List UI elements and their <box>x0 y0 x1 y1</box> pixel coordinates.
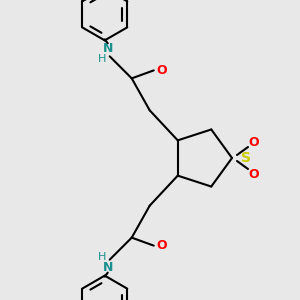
Text: O: O <box>249 136 259 148</box>
Text: N: N <box>103 261 113 274</box>
Text: S: S <box>241 151 251 165</box>
Text: H: H <box>98 252 106 262</box>
Text: O: O <box>156 239 167 252</box>
Text: O: O <box>249 167 259 181</box>
Text: H: H <box>98 54 106 64</box>
Text: N: N <box>103 42 113 55</box>
Text: O: O <box>156 64 167 77</box>
